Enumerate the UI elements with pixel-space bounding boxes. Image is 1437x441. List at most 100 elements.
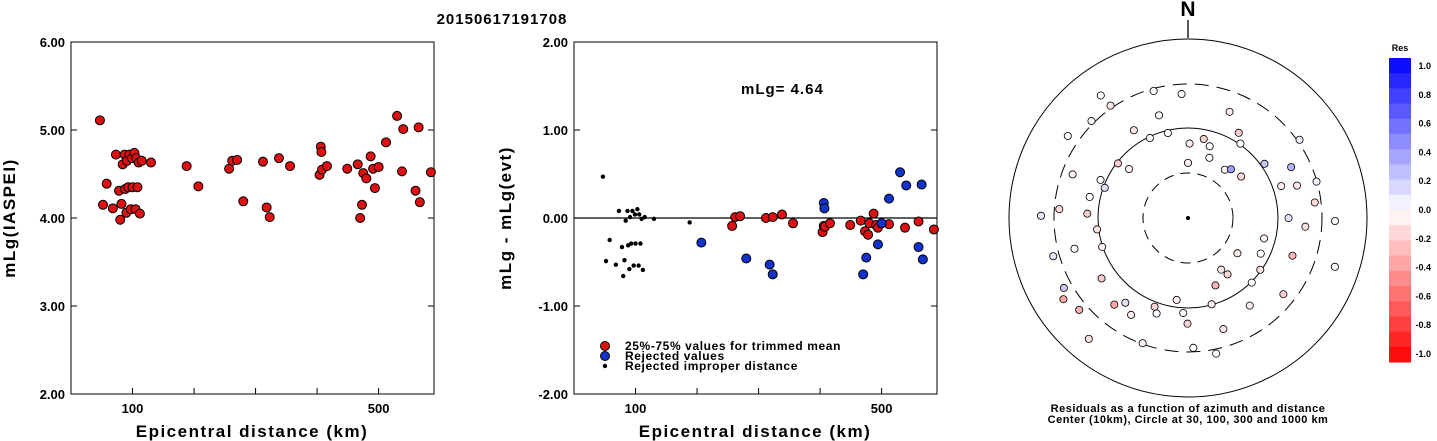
- colorbar-cell: [1389, 88, 1411, 105]
- station-residual-point: [1260, 159, 1269, 168]
- station-residual-point: [1287, 163, 1296, 172]
- residual-point-rejected: [917, 254, 928, 265]
- data-point: [365, 151, 376, 162]
- residual-point-rejected: [764, 259, 775, 270]
- residual-point-rejected: [872, 239, 883, 250]
- data-point: [116, 198, 127, 209]
- station-residual-point: [1098, 242, 1107, 251]
- station-residual-point: [1295, 135, 1304, 144]
- figure-title: 20150617191708: [437, 11, 568, 28]
- station-residual-point: [1179, 308, 1188, 317]
- colorbar-cell: [1389, 103, 1411, 120]
- residual-point-improper: [619, 244, 625, 250]
- data-point: [342, 163, 353, 174]
- residual-point-rejected: [901, 180, 912, 191]
- colorbar-cell: [1389, 149, 1411, 165]
- station-residual-point: [1087, 117, 1096, 126]
- station-residual-point: [1121, 298, 1130, 307]
- station-residual-point: [1217, 265, 1226, 274]
- y-tick-label: 1.00: [543, 123, 568, 138]
- colorbar-tick-label: 0.4: [1418, 147, 1431, 157]
- colorbar-title: Res: [1392, 43, 1409, 53]
- magnitude-vs-distance-plot: 2.00 3.00 4.00 5.00 6.00 100 500 mLg(IASPEI) E…: [0, 35, 436, 441]
- station-residual-point: [1183, 319, 1192, 328]
- station-residual-point: [1330, 217, 1339, 226]
- colorbar-tick-label: -0.4: [1415, 263, 1431, 273]
- colorbar-cell: [1389, 286, 1411, 302]
- legend-label-improper: Rejected improper distance: [625, 359, 798, 373]
- legend-marker-improper: [602, 363, 608, 369]
- x-tick-label: 500: [368, 401, 390, 416]
- y-axis-label: mLg - mLg(evt): [496, 146, 515, 290]
- station-residual-point: [1256, 265, 1265, 274]
- station-residual-point: [1223, 270, 1232, 279]
- y-tick-label: 4.00: [40, 211, 65, 226]
- station-residual-point: [1085, 192, 1094, 201]
- colorbar-tick-label: -0.8: [1415, 320, 1431, 330]
- ring-1000km: [1008, 38, 1368, 398]
- residual-point-rejected: [895, 167, 906, 178]
- colorbar-cell: [1389, 240, 1411, 257]
- y-tick-label: 0.00: [543, 211, 568, 226]
- colorbar-cell: [1389, 164, 1411, 181]
- residual-point-rejected: [916, 179, 927, 190]
- data-point: [273, 153, 284, 164]
- residual-point-trimmed: [868, 208, 879, 219]
- x-axis-label: Epicentral distance (km): [639, 422, 872, 441]
- data-point: [361, 173, 372, 184]
- legend-marker-rejected: [600, 351, 610, 361]
- station-residual-point: [1247, 278, 1256, 287]
- residual-point-improper: [633, 241, 638, 246]
- y-tick-label: 2.00: [40, 387, 65, 402]
- y-tick-label: -2.00: [538, 387, 568, 402]
- data-point: [132, 182, 143, 193]
- residual-point-improper: [629, 241, 634, 246]
- data-point: [398, 124, 409, 135]
- data-point: [261, 202, 272, 213]
- plot-frame: [70, 41, 435, 395]
- residual-point-improper: [630, 208, 635, 214]
- y-tick-label: 2.00: [543, 35, 568, 50]
- colorbar-tick-label: 0.8: [1418, 90, 1431, 100]
- residual-point-rejected: [876, 218, 887, 229]
- data-point: [373, 161, 384, 172]
- residual-point-rejected: [913, 242, 924, 253]
- station-residual-point: [1301, 222, 1310, 231]
- station-residual-point: [1199, 135, 1208, 144]
- residual-point-trimmed: [900, 222, 911, 233]
- station-residual-point: [1125, 164, 1134, 173]
- colorbar-cell: [1389, 134, 1411, 150]
- station-residual-point: [1312, 177, 1321, 186]
- north-label: N: [1180, 0, 1195, 21]
- station-residual-point: [1233, 249, 1242, 258]
- data-point: [414, 197, 425, 208]
- data-point: [94, 115, 105, 126]
- residual-point-rejected: [858, 269, 869, 280]
- y-tick-label: 3.00: [40, 299, 65, 314]
- data-point: [321, 161, 332, 172]
- station-residual-point: [1205, 153, 1214, 162]
- mlg-annotation: mLg= 4.64: [741, 81, 824, 98]
- data-point: [193, 181, 204, 192]
- x-tick-label: 100: [625, 401, 647, 416]
- station-residual-point: [1113, 159, 1122, 168]
- station-residual-point: [1059, 283, 1068, 292]
- data-point: [97, 199, 108, 210]
- data-point: [136, 155, 147, 166]
- data-point: [264, 212, 275, 223]
- data-point: [397, 166, 408, 177]
- station-residual-point: [1226, 165, 1235, 174]
- residual-point-rejected: [819, 203, 830, 214]
- residual-point-improper: [621, 273, 626, 279]
- colorbar-cell: [1389, 210, 1411, 226]
- residual-point-improper: [623, 218, 628, 223]
- residual-point-improper: [631, 263, 636, 268]
- colorbar-cell: [1389, 301, 1411, 317]
- ring-300km: [1053, 83, 1323, 353]
- legend-label-rejected: Rejected values: [625, 349, 725, 363]
- residual-point-improper: [636, 263, 641, 268]
- residual-point-improper: [625, 208, 630, 214]
- residual-point-trimmed: [913, 216, 924, 227]
- station-residual-point: [1237, 172, 1246, 181]
